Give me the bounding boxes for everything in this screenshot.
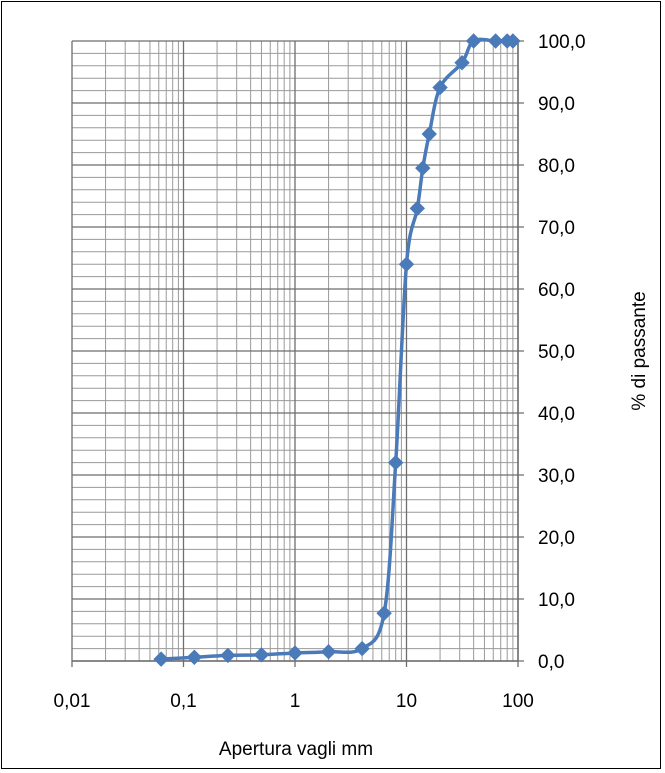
y-tick-label: 80,0 [538, 156, 575, 177]
data-markers [153, 33, 521, 667]
grid-major [71, 40, 524, 667]
y-tick-label: 0,0 [538, 652, 564, 673]
x-tick-label: 0,1 [170, 691, 196, 712]
x-tick-labels: 0,01 0,1 1 10 100 [54, 691, 534, 712]
x-tick-label: 0,01 [54, 691, 91, 712]
y-tick-label: 50,0 [538, 342, 575, 363]
y-tick-label: 30,0 [538, 466, 575, 487]
data-point-marker [409, 200, 426, 217]
x-axis-title: Apertura vagli mm [219, 739, 373, 760]
y-tick-label: 60,0 [538, 280, 575, 301]
data-point-marker [465, 33, 482, 49]
y-tick-label: 20,0 [538, 528, 575, 549]
y-tick-label: 40,0 [538, 404, 575, 425]
y-tick-labels: 0,0 10,0 20,0 30,0 40,0 50,0 60,0 70,0 80,0 90,0 1… [538, 32, 586, 673]
y-tick-label: 90,0 [538, 94, 575, 115]
x-tick-label: 100 [502, 691, 534, 712]
y-tick-label: 100,0 [538, 32, 586, 53]
data-point-marker [220, 647, 236, 664]
data-point-marker [287, 645, 303, 661]
data-point-marker [505, 33, 521, 49]
data-point-marker [376, 605, 392, 621]
data-point-marker [487, 33, 504, 49]
data-point-marker [432, 79, 448, 96]
data-point-marker [253, 647, 270, 663]
x-tick-label: 10 [396, 691, 417, 712]
data-point-marker [354, 640, 370, 657]
data-point-marker [398, 256, 415, 272]
data-point-marker [153, 651, 169, 667]
y-tick-label: 70,0 [538, 218, 575, 239]
y-axis-title: % di passante [629, 291, 650, 410]
data-point-marker [421, 126, 437, 142]
data-point-marker [186, 649, 203, 665]
y-tick-label: 10,0 [538, 590, 575, 611]
data-point-marker [387, 454, 404, 471]
data-point-marker [320, 643, 337, 660]
data-point-marker [415, 160, 431, 176]
data-point-marker [454, 54, 470, 71]
x-tick-label: 1 [290, 691, 301, 712]
